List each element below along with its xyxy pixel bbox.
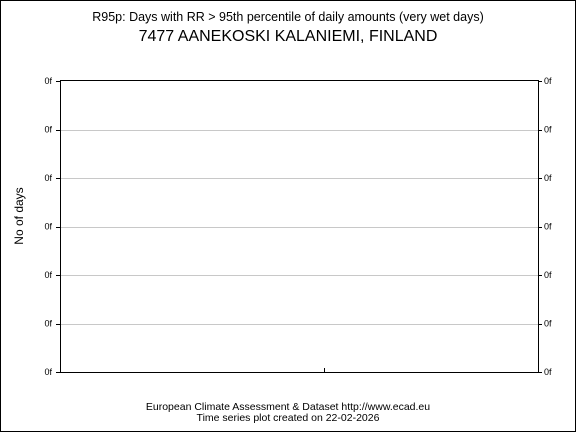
y-tick-label-left: 0f [44, 173, 52, 183]
y-tick-label-right: 0f [544, 125, 552, 135]
axes-box [60, 80, 539, 373]
y-tick-label-left: 0f [44, 222, 52, 232]
y-tick-label-right: 0f [544, 173, 552, 183]
chart-title: R95p: Days with RR > 95th percentile of … [92, 10, 484, 24]
y-tick-label-left: 0f [44, 125, 52, 135]
y-tick-label-right: 0f [544, 222, 552, 232]
chart-subtitle: 7477 AANEKOSKI KALANIEMI, FINLAND [138, 28, 438, 45]
y-tick-label-right: 0f [544, 319, 552, 329]
y-tick-label-left: 0f [44, 76, 52, 86]
footer-source: European Climate Assessment & Dataset ht… [145, 401, 431, 413]
y-tick-label-left: 0f [44, 367, 52, 377]
footer-created: Time series plot created on 22-02-2026 [196, 412, 380, 424]
y-tick-label-left: 0f [44, 319, 52, 329]
y-tick-label-right: 0f [544, 76, 552, 86]
gridlines [61, 130, 538, 325]
y-tick-label-right: 0f [544, 367, 552, 377]
y-tick-labels-right: 0f 0f 0f 0f 0f 0f 0f [538, 76, 552, 377]
y-tick-labels-left: 0f 0f 0f 0f 0f 0f 0f [44, 76, 60, 377]
y-tick-label-right: 0f [544, 270, 552, 280]
y-tick-label-left: 0f [44, 270, 52, 280]
